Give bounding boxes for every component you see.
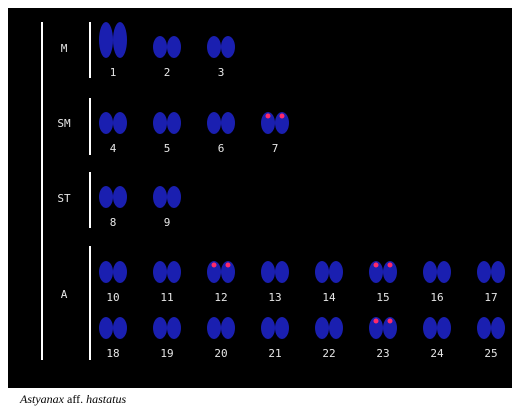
signal [266,114,271,119]
chromosome [261,317,275,339]
pair-number: 24 [430,347,444,360]
signal [212,263,217,268]
chromosome [167,317,181,339]
pair-number: 21 [268,347,281,360]
pair-number: 4 [110,142,117,155]
pair-number: 16 [430,291,443,304]
chromosome [207,317,221,339]
chromosome [437,317,451,339]
pair-number: 9 [164,216,171,229]
chromosome [329,317,343,339]
signal [374,263,379,268]
chromosome [113,22,127,58]
pair-number: 7 [272,142,279,155]
chromosome [153,36,167,58]
signal [280,114,285,119]
chromosome [207,112,221,134]
chromosome [99,112,113,134]
chromosome [113,186,127,208]
chromosome [153,317,167,339]
chromosome [99,22,113,58]
group-label: ST [57,192,71,205]
group-label: SM [57,117,71,130]
pair-number: 12 [214,291,227,304]
pair-number: 19 [160,347,173,360]
group-label: M [61,42,68,55]
chromosome [315,317,329,339]
chromosome [423,261,437,283]
signal [388,263,393,268]
pair-number: 2 [164,66,171,79]
pair-number: 14 [322,291,336,304]
chromosome [99,186,113,208]
chromosome [477,261,491,283]
chromosome [329,261,343,283]
pair-number: 1 [110,66,117,79]
chromosome [113,112,127,134]
caption-qualifier: aff. [67,392,83,406]
signal [374,319,379,324]
pair-number: 10 [106,291,119,304]
chromosome [153,261,167,283]
chromosome [167,186,181,208]
pair-number: 6 [218,142,225,155]
signal [226,263,231,268]
chromosome [153,112,167,134]
chromosome [423,317,437,339]
pair-number: 11 [160,291,173,304]
pair-number: 22 [322,347,335,360]
chromosome [167,36,181,58]
chromosome [437,261,451,283]
pair-number: 15 [376,291,389,304]
chromosome [221,317,235,339]
pair-number: 13 [268,291,281,304]
pair-number: 18 [106,347,119,360]
chromosome [167,112,181,134]
chromosome [275,317,289,339]
pair-number: 5 [164,142,171,155]
chromosome [99,261,113,283]
chromosome [221,112,235,134]
pair-number: 3 [218,66,225,79]
chromosome [99,317,113,339]
karyotype-figure: Astyanax aff. hastatus M123SM4567ST89A10… [0,0,518,409]
chromosome [261,261,275,283]
chromosome [491,317,505,339]
chromosome [491,261,505,283]
chromosome [275,261,289,283]
caption: Astyanax aff. hastatus [19,392,126,406]
caption-species: hastatus [86,392,126,406]
chromosome [113,261,127,283]
signal [388,319,393,324]
pair-number: 8 [110,216,117,229]
chromosome [113,317,127,339]
chromosome [167,261,181,283]
caption-genus: Astyanax [19,392,65,406]
pair-number: 25 [484,347,497,360]
group-label: A [61,288,68,301]
chromosome [221,36,235,58]
pair-number: 17 [484,291,497,304]
chromosome [477,317,491,339]
pair-number: 23 [376,347,389,360]
chromosome [315,261,329,283]
chromosome [207,36,221,58]
pair-number: 20 [214,347,227,360]
chromosome [153,186,167,208]
